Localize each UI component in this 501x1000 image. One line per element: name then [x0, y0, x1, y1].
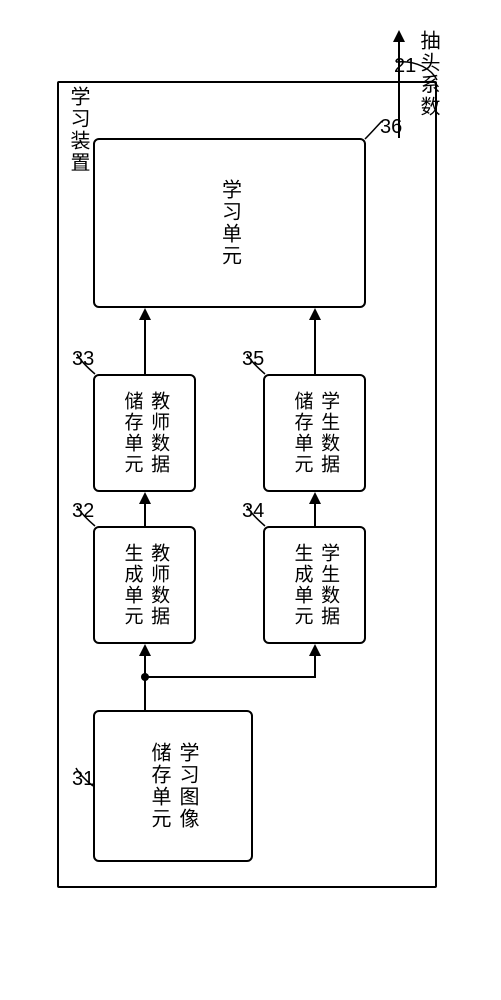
edge-35-36-line	[314, 318, 316, 374]
edge-32-33-line	[144, 502, 146, 526]
edge-junction-32-head	[139, 644, 151, 656]
edge-36-output-line	[398, 40, 400, 138]
output-label: 抽头系数	[414, 30, 442, 118]
edge-36-output-head	[393, 30, 405, 42]
edge-33-36-line	[144, 318, 146, 374]
edge-34-35-line	[314, 502, 316, 526]
edge-junction-32-line	[144, 654, 146, 678]
edge-33-36-head	[139, 308, 151, 320]
edge-31-junction	[144, 676, 146, 710]
edge-junction-34-head	[309, 644, 321, 656]
node-label: 学习单元	[216, 179, 244, 267]
edge-junction-34-v	[314, 654, 316, 678]
edge-34-35-head	[309, 492, 321, 504]
diagram-canvas: 学习装置 21 学习图像 储存单元 31 教师数据 生成单元 32 学生数据 生…	[0, 0, 501, 1000]
lead-line-36	[0, 0, 420, 180]
edge-35-36-head	[309, 308, 321, 320]
edge-junction-34-h	[144, 676, 315, 678]
edge-32-33-head	[139, 492, 151, 504]
node-label: 学习图像 储存单元	[145, 742, 201, 830]
